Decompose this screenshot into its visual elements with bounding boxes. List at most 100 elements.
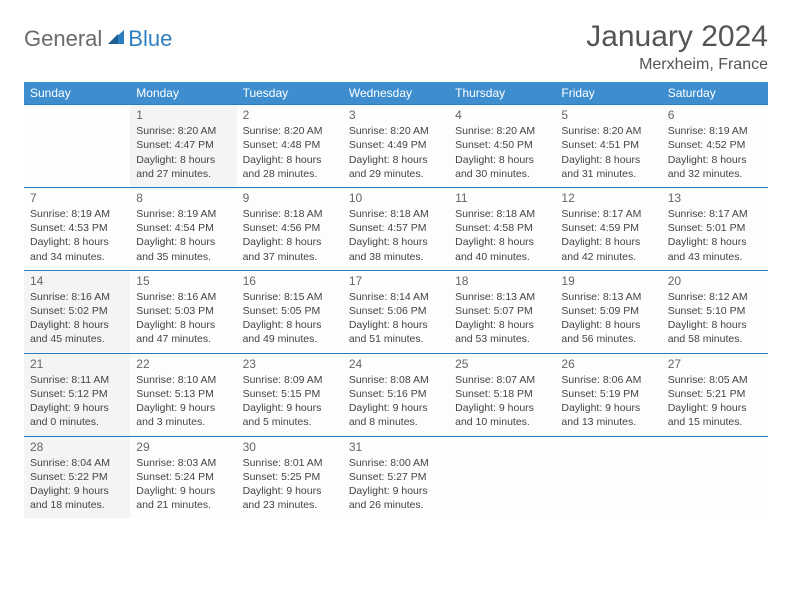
logo-text-general: General bbox=[24, 26, 102, 52]
sunrise-line: Sunrise: 8:17 AM bbox=[668, 207, 762, 221]
day-number: 12 bbox=[561, 190, 655, 206]
calendar-week-row: 28Sunrise: 8:04 AMSunset: 5:22 PMDayligh… bbox=[24, 436, 768, 518]
day-number: 6 bbox=[668, 107, 762, 123]
sunrise-line: Sunrise: 8:20 AM bbox=[136, 124, 230, 138]
sunset-line: Sunset: 5:07 PM bbox=[455, 304, 549, 318]
sunrise-line: Sunrise: 8:19 AM bbox=[30, 207, 124, 221]
sunset-line: Sunset: 5:06 PM bbox=[349, 304, 443, 318]
sunset-line: Sunset: 4:54 PM bbox=[136, 221, 230, 235]
day-cell: 8Sunrise: 8:19 AMSunset: 4:54 PMDaylight… bbox=[130, 187, 236, 270]
sunset-line: Sunset: 4:53 PM bbox=[30, 221, 124, 235]
day-number: 10 bbox=[349, 190, 443, 206]
day-number: 7 bbox=[30, 190, 124, 206]
day-cell: 20Sunrise: 8:12 AMSunset: 5:10 PMDayligh… bbox=[662, 270, 768, 353]
day-cell: 29Sunrise: 8:03 AMSunset: 5:24 PMDayligh… bbox=[130, 436, 236, 518]
day-cell: 15Sunrise: 8:16 AMSunset: 5:03 PMDayligh… bbox=[130, 270, 236, 353]
daylight-line-2: and 58 minutes. bbox=[668, 332, 762, 346]
day-number: 3 bbox=[349, 107, 443, 123]
sunset-line: Sunset: 5:03 PM bbox=[136, 304, 230, 318]
daylight-line-1: Daylight: 8 hours bbox=[349, 153, 443, 167]
day-cell: 9Sunrise: 8:18 AMSunset: 4:56 PMDaylight… bbox=[237, 187, 343, 270]
sunset-line: Sunset: 5:21 PM bbox=[668, 387, 762, 401]
day-cell-empty bbox=[662, 436, 768, 518]
daylight-line-1: Daylight: 9 hours bbox=[561, 401, 655, 415]
daylight-line-2: and 34 minutes. bbox=[30, 250, 124, 264]
sunrise-line: Sunrise: 8:01 AM bbox=[243, 456, 337, 470]
daylight-line-1: Daylight: 8 hours bbox=[561, 318, 655, 332]
day-number: 17 bbox=[349, 273, 443, 289]
sunrise-line: Sunrise: 8:08 AM bbox=[349, 373, 443, 387]
day-number: 24 bbox=[349, 356, 443, 372]
sunrise-line: Sunrise: 8:16 AM bbox=[30, 290, 124, 304]
daylight-line-1: Daylight: 8 hours bbox=[668, 235, 762, 249]
daylight-line-2: and 53 minutes. bbox=[455, 332, 549, 346]
daylight-line-2: and 3 minutes. bbox=[136, 415, 230, 429]
day-number: 5 bbox=[561, 107, 655, 123]
logo: General Blue bbox=[24, 20, 172, 52]
day-number: 21 bbox=[30, 356, 124, 372]
daylight-line-2: and 10 minutes. bbox=[455, 415, 549, 429]
header: General Blue January 2024 Merxheim, Fran… bbox=[24, 20, 768, 74]
sunset-line: Sunset: 5:12 PM bbox=[30, 387, 124, 401]
day-cell: 17Sunrise: 8:14 AMSunset: 5:06 PMDayligh… bbox=[343, 270, 449, 353]
sunrise-line: Sunrise: 8:18 AM bbox=[349, 207, 443, 221]
sunset-line: Sunset: 5:27 PM bbox=[349, 470, 443, 484]
sunset-line: Sunset: 4:51 PM bbox=[561, 138, 655, 152]
daylight-line-2: and 42 minutes. bbox=[561, 250, 655, 264]
sunset-line: Sunset: 5:01 PM bbox=[668, 221, 762, 235]
daylight-line-1: Daylight: 8 hours bbox=[455, 318, 549, 332]
sunset-line: Sunset: 4:57 PM bbox=[349, 221, 443, 235]
sunrise-line: Sunrise: 8:19 AM bbox=[136, 207, 230, 221]
sunset-line: Sunset: 5:19 PM bbox=[561, 387, 655, 401]
day-cell: 4Sunrise: 8:20 AMSunset: 4:50 PMDaylight… bbox=[449, 105, 555, 188]
daylight-line-1: Daylight: 9 hours bbox=[136, 401, 230, 415]
day-number: 11 bbox=[455, 190, 549, 206]
day-number: 13 bbox=[668, 190, 762, 206]
day-cell: 28Sunrise: 8:04 AMSunset: 5:22 PMDayligh… bbox=[24, 436, 130, 518]
daylight-line-2: and 15 minutes. bbox=[668, 415, 762, 429]
daylight-line-2: and 28 minutes. bbox=[243, 167, 337, 181]
daylight-line-1: Daylight: 9 hours bbox=[30, 401, 124, 415]
sunrise-line: Sunrise: 8:20 AM bbox=[243, 124, 337, 138]
sunset-line: Sunset: 4:47 PM bbox=[136, 138, 230, 152]
day-cell: 7Sunrise: 8:19 AMSunset: 4:53 PMDaylight… bbox=[24, 187, 130, 270]
day-cell: 30Sunrise: 8:01 AMSunset: 5:25 PMDayligh… bbox=[237, 436, 343, 518]
sunrise-line: Sunrise: 8:20 AM bbox=[455, 124, 549, 138]
sunset-line: Sunset: 5:18 PM bbox=[455, 387, 549, 401]
daylight-line-1: Daylight: 8 hours bbox=[243, 318, 337, 332]
daylight-line-1: Daylight: 8 hours bbox=[243, 153, 337, 167]
day-number: 22 bbox=[136, 356, 230, 372]
day-number: 2 bbox=[243, 107, 337, 123]
daylight-line-1: Daylight: 8 hours bbox=[30, 235, 124, 249]
day-number: 20 bbox=[668, 273, 762, 289]
day-cell-empty bbox=[24, 105, 130, 188]
sunrise-line: Sunrise: 8:00 AM bbox=[349, 456, 443, 470]
day-cell: 21Sunrise: 8:11 AMSunset: 5:12 PMDayligh… bbox=[24, 353, 130, 436]
daylight-line-1: Daylight: 8 hours bbox=[136, 318, 230, 332]
day-number: 23 bbox=[243, 356, 337, 372]
sunset-line: Sunset: 4:52 PM bbox=[668, 138, 762, 152]
logo-text-blue: Blue bbox=[128, 26, 172, 52]
day-number: 9 bbox=[243, 190, 337, 206]
sunrise-line: Sunrise: 8:05 AM bbox=[668, 373, 762, 387]
daylight-line-2: and 37 minutes. bbox=[243, 250, 337, 264]
title-block: January 2024 Merxheim, France bbox=[586, 20, 768, 74]
sunrise-line: Sunrise: 8:19 AM bbox=[668, 124, 762, 138]
daylight-line-1: Daylight: 8 hours bbox=[561, 235, 655, 249]
daylight-line-1: Daylight: 9 hours bbox=[455, 401, 549, 415]
daylight-line-2: and 32 minutes. bbox=[668, 167, 762, 181]
daylight-line-1: Daylight: 9 hours bbox=[349, 484, 443, 498]
sunrise-line: Sunrise: 8:10 AM bbox=[136, 373, 230, 387]
daylight-line-2: and 40 minutes. bbox=[455, 250, 549, 264]
day-cell: 6Sunrise: 8:19 AMSunset: 4:52 PMDaylight… bbox=[662, 105, 768, 188]
weekday-header: Sunday bbox=[24, 82, 130, 105]
sunrise-line: Sunrise: 8:18 AM bbox=[455, 207, 549, 221]
daylight-line-2: and 13 minutes. bbox=[561, 415, 655, 429]
day-cell: 25Sunrise: 8:07 AMSunset: 5:18 PMDayligh… bbox=[449, 353, 555, 436]
daylight-line-2: and 8 minutes. bbox=[349, 415, 443, 429]
day-number: 1 bbox=[136, 107, 230, 123]
daylight-line-2: and 38 minutes. bbox=[349, 250, 443, 264]
daylight-line-2: and 49 minutes. bbox=[243, 332, 337, 346]
sunrise-line: Sunrise: 8:13 AM bbox=[561, 290, 655, 304]
calendar-week-row: 1Sunrise: 8:20 AMSunset: 4:47 PMDaylight… bbox=[24, 105, 768, 188]
